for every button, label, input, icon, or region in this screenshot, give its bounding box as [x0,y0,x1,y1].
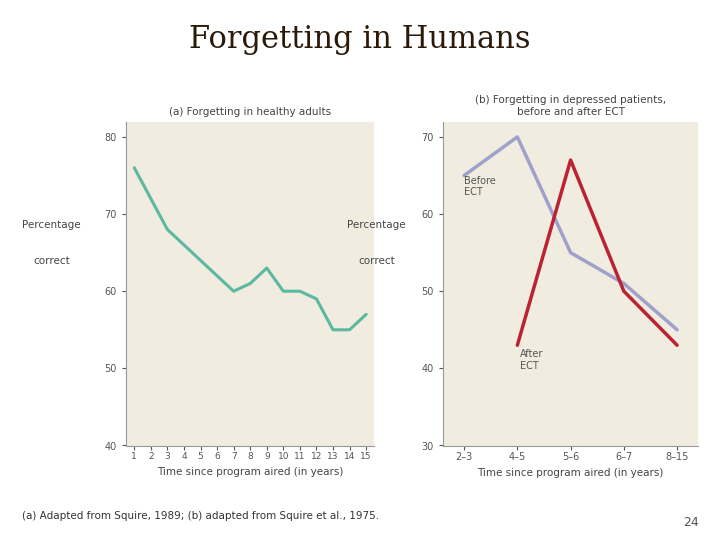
Text: Percentage: Percentage [347,220,405,230]
Text: (a) Adapted from Squire, 1989; (b) adapted from Squire et al., 1975.: (a) Adapted from Squire, 1989; (b) adapt… [22,511,379,521]
Text: Percentage: Percentage [22,220,81,230]
Text: correct: correct [33,256,70,266]
Title: (a) Forgetting in healthy adults: (a) Forgetting in healthy adults [169,106,331,117]
Text: Before
ECT: Before ECT [464,176,496,197]
Text: After
ECT: After ECT [520,349,544,370]
Title: (b) Forgetting in depressed patients,
before and after ECT: (b) Forgetting in depressed patients, be… [475,95,666,117]
X-axis label: Time since program aired (in years): Time since program aired (in years) [477,468,664,478]
X-axis label: Time since program aired (in years): Time since program aired (in years) [157,467,343,477]
Text: 24: 24 [683,516,698,529]
Text: Forgetting in Humans: Forgetting in Humans [189,24,531,55]
Text: correct: correct [358,256,395,266]
